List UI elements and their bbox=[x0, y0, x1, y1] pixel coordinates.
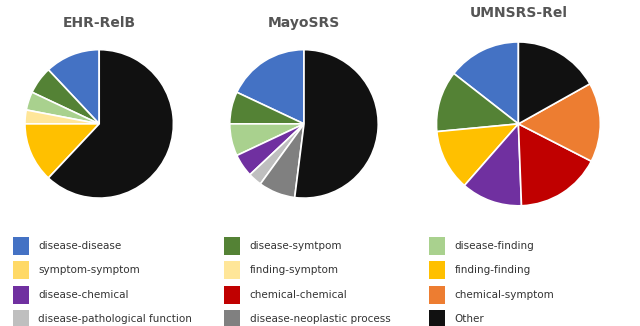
Text: disease-neoplastic process: disease-neoplastic process bbox=[250, 314, 390, 324]
Wedge shape bbox=[518, 124, 591, 206]
Text: symptom-symptom: symptom-symptom bbox=[38, 265, 140, 275]
Wedge shape bbox=[250, 124, 304, 184]
Wedge shape bbox=[260, 124, 304, 198]
Wedge shape bbox=[237, 50, 304, 124]
Wedge shape bbox=[25, 110, 99, 124]
FancyBboxPatch shape bbox=[429, 286, 445, 304]
FancyBboxPatch shape bbox=[13, 286, 29, 304]
Text: disease-disease: disease-disease bbox=[38, 241, 122, 251]
Wedge shape bbox=[49, 50, 99, 124]
Text: chemical-symptom: chemical-symptom bbox=[454, 290, 554, 300]
FancyBboxPatch shape bbox=[224, 310, 240, 326]
Text: finding-finding: finding-finding bbox=[454, 265, 531, 275]
Wedge shape bbox=[437, 124, 518, 185]
Wedge shape bbox=[518, 42, 590, 124]
Wedge shape bbox=[49, 50, 173, 198]
FancyBboxPatch shape bbox=[224, 286, 240, 304]
Wedge shape bbox=[454, 42, 518, 124]
FancyBboxPatch shape bbox=[224, 237, 240, 255]
Title: MayoSRS: MayoSRS bbox=[268, 16, 340, 30]
Text: Other: Other bbox=[454, 314, 484, 324]
Wedge shape bbox=[294, 50, 378, 198]
Text: disease-pathological function: disease-pathological function bbox=[38, 314, 192, 324]
FancyBboxPatch shape bbox=[13, 310, 29, 326]
Wedge shape bbox=[237, 124, 304, 175]
Title: EHR-RelB: EHR-RelB bbox=[63, 16, 136, 30]
Wedge shape bbox=[518, 84, 600, 161]
FancyBboxPatch shape bbox=[224, 261, 240, 279]
Title: UMNSRS-Rel: UMNSRS-Rel bbox=[469, 6, 568, 20]
FancyBboxPatch shape bbox=[13, 261, 29, 279]
FancyBboxPatch shape bbox=[13, 237, 29, 255]
Wedge shape bbox=[25, 124, 99, 178]
Wedge shape bbox=[32, 70, 99, 124]
Wedge shape bbox=[26, 92, 99, 124]
Wedge shape bbox=[465, 124, 522, 206]
Wedge shape bbox=[230, 92, 304, 124]
Text: finding-symptom: finding-symptom bbox=[250, 265, 339, 275]
Text: chemical-chemical: chemical-chemical bbox=[250, 290, 348, 300]
FancyBboxPatch shape bbox=[429, 261, 445, 279]
FancyBboxPatch shape bbox=[429, 310, 445, 326]
Wedge shape bbox=[436, 73, 518, 132]
Wedge shape bbox=[230, 124, 304, 156]
FancyBboxPatch shape bbox=[429, 237, 445, 255]
Text: disease-chemical: disease-chemical bbox=[38, 290, 129, 300]
Text: disease-finding: disease-finding bbox=[454, 241, 534, 251]
Text: disease-symtpom: disease-symtpom bbox=[250, 241, 342, 251]
